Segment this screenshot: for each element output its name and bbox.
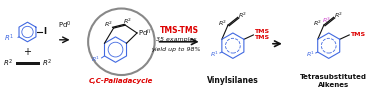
- Text: $R^2$: $R^2$: [123, 17, 132, 26]
- Text: TMS: TMS: [254, 35, 270, 40]
- Text: $R^1$: $R^1$: [306, 49, 315, 59]
- Text: $R^2$: $R^2$: [218, 19, 227, 28]
- Text: $R^1$: $R^1$: [91, 54, 101, 64]
- Text: $R^2$: $R^2$: [238, 11, 247, 20]
- Text: $R^2$: $R^2$: [3, 58, 13, 69]
- Text: Tetrasubstituted
Alkenes: Tetrasubstituted Alkenes: [300, 74, 367, 88]
- Text: $R^1$: $R^1$: [210, 49, 219, 59]
- Text: $R^3$: $R^3$: [322, 16, 331, 25]
- Text: TMS: TMS: [350, 32, 366, 37]
- Text: Pd$^0$: Pd$^0$: [58, 20, 71, 31]
- Text: Pd$^{II}$: Pd$^{II}$: [138, 27, 152, 39]
- Text: TMS-TMS: TMS-TMS: [160, 26, 198, 35]
- Text: TMS: TMS: [254, 30, 270, 34]
- Text: $R^2$: $R^2$: [42, 58, 52, 69]
- Text: I: I: [43, 27, 46, 36]
- Text: $R^2$: $R^2$: [334, 11, 343, 20]
- Text: C,C-Palladacycle: C,C-Palladacycle: [89, 78, 153, 84]
- Text: $R^2$: $R^2$: [313, 19, 322, 28]
- Text: yield up to 98%: yield up to 98%: [152, 47, 201, 52]
- Text: $R^1$: $R^1$: [4, 33, 14, 44]
- Text: +: +: [23, 47, 31, 57]
- Text: 35 examples: 35 examples: [156, 37, 197, 42]
- Text: Vinylsilanes: Vinylsilanes: [207, 76, 259, 85]
- Text: $R^2$: $R^2$: [104, 20, 113, 29]
